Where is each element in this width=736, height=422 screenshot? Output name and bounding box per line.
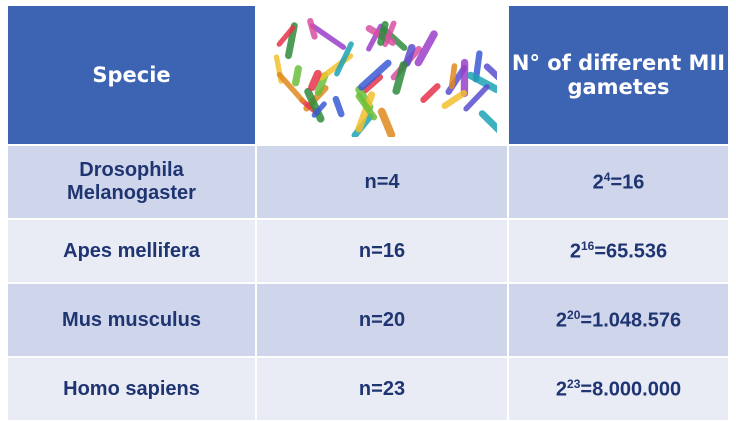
gametes-cell: 223=8.000.000 <box>508 357 729 421</box>
result: =65.536 <box>594 240 667 262</box>
chromosome <box>310 21 314 36</box>
species-name: Mus musculus <box>8 309 255 332</box>
header-cell: Specie <box>7 5 256 145</box>
header-row: Specie N° of different MII gametes <box>7 5 729 145</box>
table: Specie N° of different MII gametes Droso… <box>6 4 730 422</box>
chromosome <box>381 25 385 43</box>
species-name: Drosophila <box>8 159 255 182</box>
image-cell <box>256 5 508 145</box>
result: =16 <box>610 171 644 193</box>
species-name: Homo sapiens <box>8 378 255 401</box>
base: 2 <box>556 378 567 400</box>
species-cell: Homo sapiens <box>7 357 256 421</box>
chromosome <box>452 66 455 86</box>
page: Specie N° of different MII gametes Droso… <box>0 0 736 410</box>
gametes-cell: 216=65.536 <box>508 219 729 283</box>
exponent: 16 <box>581 239 594 253</box>
gametes-cell: 24=16 <box>508 145 729 219</box>
chromosome <box>312 74 318 87</box>
chromosome <box>336 99 341 114</box>
chromosome <box>466 87 487 109</box>
result: =8.000.000 <box>580 378 681 400</box>
base: 2 <box>593 171 604 193</box>
chromosome-number: n=4 <box>256 145 508 219</box>
species-cell: Apes mellifera <box>7 219 256 283</box>
chromosome <box>407 48 412 63</box>
result: =1.048.576 <box>580 309 681 331</box>
base: 2 <box>556 309 567 331</box>
chromosome <box>423 86 437 99</box>
header-cell: N° of different MII gametes <box>508 5 729 145</box>
chromosome <box>296 69 299 83</box>
species-name: Apes mellifera <box>8 240 255 263</box>
chromosome <box>382 112 392 135</box>
chromosome-number: n=23 <box>256 357 508 421</box>
exponent: 20 <box>567 308 580 322</box>
base: 2 <box>570 240 581 262</box>
chromosome-number: n=20 <box>256 283 508 357</box>
chromosome <box>445 93 464 106</box>
chromosome-image <box>267 7 497 137</box>
chromosome <box>482 114 497 136</box>
exponent: 23 <box>567 377 580 391</box>
species-name: Melanogaster <box>8 182 255 205</box>
gametes-cell: 220=1.048.576 <box>508 283 729 357</box>
species-cell: Mus musculus <box>7 283 256 357</box>
chromosome-number: n=16 <box>256 219 508 283</box>
